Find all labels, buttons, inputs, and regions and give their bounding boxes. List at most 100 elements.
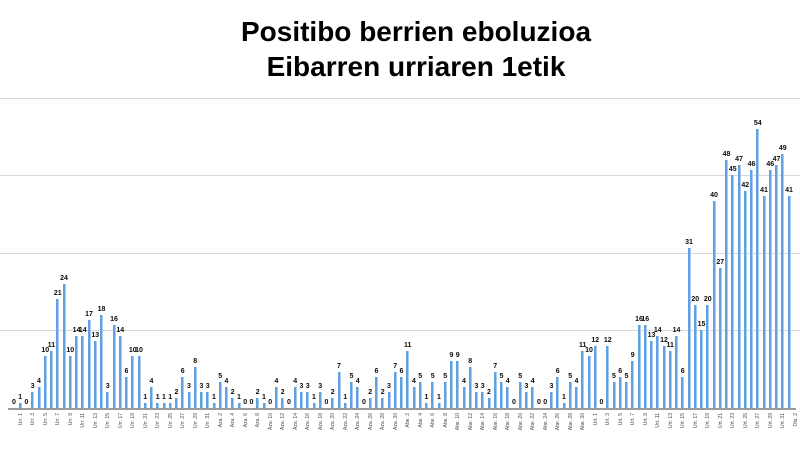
bar-value-label: 6	[618, 367, 623, 375]
x-axis-label: Abe. 18	[505, 413, 511, 431]
bar	[275, 387, 278, 408]
bar-value-label: 3	[305, 383, 310, 391]
bar-value-label: 1	[424, 393, 429, 401]
x-axis-label: Urt. 17	[692, 413, 699, 429]
bar	[331, 397, 335, 408]
bar-value-label: 2	[280, 388, 285, 396]
bar-value-label: 14	[116, 326, 125, 334]
x-axis-label: Urt. 11	[655, 413, 661, 428]
bar	[556, 376, 560, 408]
bar	[687, 247, 691, 408]
bar-value-label: 0	[243, 399, 248, 406]
x-axis-label: Abe. 22	[530, 413, 536, 431]
bar-value-label: 1	[562, 393, 566, 401]
bar-value-label: 4	[149, 378, 154, 386]
bar-value-label: 12	[591, 336, 600, 344]
x-axis-label: Urr. 29	[192, 413, 199, 429]
x-axis-label: Aza. 10	[267, 413, 274, 430]
bar	[787, 195, 791, 408]
bar-value-label: 3	[524, 383, 529, 391]
bar-value-label: 45	[728, 166, 737, 174]
x-axis-label: Urr. 19	[130, 413, 136, 429]
bar	[775, 164, 778, 408]
x-axis-label: Urr. 3	[30, 413, 36, 426]
bar	[206, 392, 210, 408]
bar-value-label: 1	[212, 393, 216, 401]
bar	[18, 402, 22, 408]
x-axis-label: Aza. 16	[305, 413, 311, 430]
bar-value-label: 6	[180, 367, 185, 375]
x-axis-label: Aza. 2	[217, 413, 224, 428]
bar	[650, 340, 653, 408]
bar-value-label: 0	[324, 399, 329, 406]
bar	[400, 376, 403, 408]
bar	[106, 392, 110, 408]
bar-value-label: 10	[66, 347, 75, 355]
bar-value-label: 24	[60, 274, 68, 282]
bar-value-label: 41	[785, 186, 793, 194]
bar	[631, 361, 635, 408]
bar-value-label: 3	[387, 383, 391, 391]
bar-value-label: 14	[653, 326, 662, 334]
x-axis-label: Urt. 13	[667, 413, 674, 429]
chart-title-line1: Positibo berrien eboluzioa	[240, 16, 592, 47]
x-axis-label: Urr. 1	[17, 413, 24, 426]
bar-value-label: 54	[753, 119, 762, 127]
bar	[62, 283, 66, 408]
bar-value-label: 31	[685, 238, 693, 246]
bar	[637, 325, 641, 408]
x-axis-label: Abe. 26	[555, 413, 561, 431]
x-axis-label: Urt. 3	[605, 413, 611, 426]
bar-value-label: 3	[480, 383, 485, 391]
bar	[312, 402, 316, 408]
bar-value-label: 16	[635, 316, 643, 324]
bar	[681, 376, 685, 408]
bar-value-label: 14	[672, 326, 681, 334]
bar	[387, 392, 391, 408]
x-axis-label: Abe. 10	[455, 413, 461, 431]
bar-value-label: 6	[399, 367, 404, 375]
bar-value-label: 1	[155, 393, 160, 401]
bar	[137, 356, 141, 408]
bar	[675, 335, 678, 408]
bar-value-label: 1	[262, 393, 266, 401]
x-axis-label: Urr. 11	[80, 413, 86, 428]
x-axis-label: Urt. 29	[767, 413, 774, 429]
bar	[281, 397, 285, 408]
bar	[743, 190, 747, 408]
bar	[237, 402, 241, 408]
bar-value-label: 16	[641, 316, 650, 324]
x-axis-label: Abe. 4	[417, 413, 424, 428]
bar-value-label: 0	[512, 399, 516, 406]
bar	[43, 356, 47, 408]
bar-value-label: 5	[443, 373, 448, 381]
x-axis-label: Urt. 27	[755, 413, 761, 429]
bar	[493, 371, 497, 408]
x-axis-label: Urr. 7	[55, 413, 61, 426]
bar	[450, 361, 453, 408]
x-axis-label: Aza. 12	[280, 413, 286, 430]
bar-value-label: 11	[47, 342, 56, 350]
bar-value-label: 10	[135, 347, 143, 355]
bar-value-label: 4	[293, 378, 298, 386]
bar-value-label: 0	[12, 399, 16, 406]
bar	[712, 201, 716, 408]
bar	[756, 128, 760, 408]
bar	[150, 387, 153, 408]
x-axis-label: Urt. 1	[592, 413, 599, 426]
bar	[256, 397, 260, 408]
x-axis-line	[8, 408, 796, 410]
bar	[143, 402, 147, 408]
bar	[112, 325, 116, 408]
bar	[81, 335, 85, 408]
bar-value-label: 5	[624, 373, 629, 381]
bar	[231, 397, 235, 408]
bar	[218, 382, 222, 408]
gridline	[0, 252, 800, 254]
x-axis-label: Urt. 7	[630, 413, 636, 426]
bar	[262, 402, 266, 408]
x-axis-label: Urt. 19	[705, 413, 711, 429]
bar-value-label: 12	[660, 336, 668, 344]
bar-value-label: 40	[710, 192, 718, 200]
bar	[781, 154, 785, 408]
